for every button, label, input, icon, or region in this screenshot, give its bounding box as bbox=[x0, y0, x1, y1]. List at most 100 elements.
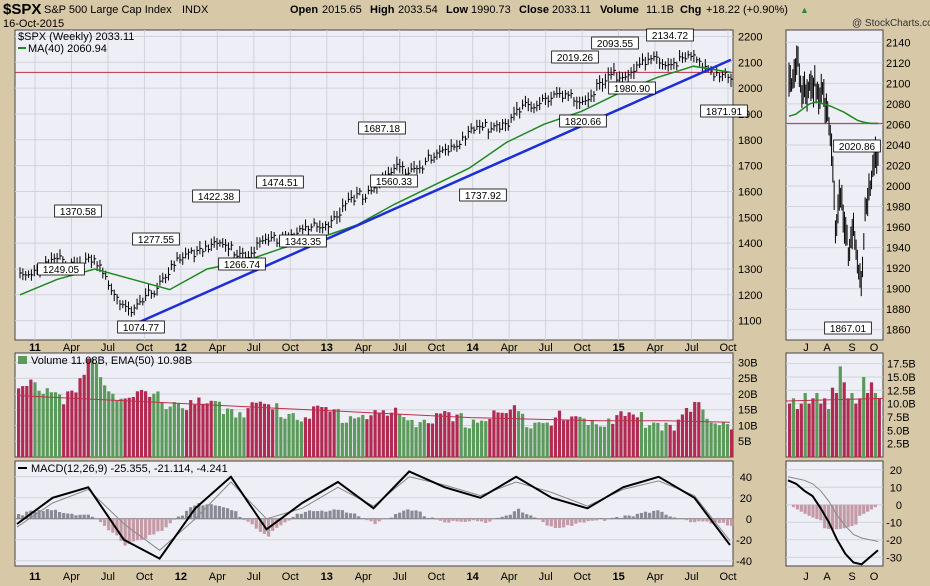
macd-histogram-bar bbox=[361, 518, 365, 519]
price-label: 1277.55 bbox=[138, 235, 175, 246]
macd-histogram-bar bbox=[353, 513, 357, 519]
macd-histogram-bar bbox=[90, 516, 94, 519]
volume-bar bbox=[271, 409, 275, 457]
volume-bar bbox=[709, 422, 713, 457]
volume-bar bbox=[172, 402, 176, 457]
x-tick-label: Oct bbox=[574, 342, 591, 354]
daily-macd-histogram-bar bbox=[811, 504, 815, 518]
volume-bar bbox=[82, 374, 86, 457]
volume-bar bbox=[324, 407, 328, 457]
daily-price-tick-label: 1940 bbox=[886, 243, 910, 255]
macd-histogram-bar bbox=[189, 507, 193, 519]
daily-price-tick-label: 1880 bbox=[886, 304, 910, 316]
macd-histogram-bar bbox=[574, 518, 578, 524]
daily-volume-tick-label: 7.5B bbox=[887, 412, 910, 424]
price-label-box bbox=[370, 174, 418, 188]
volume-tick-label: 10B bbox=[738, 420, 758, 432]
daily-x-tick-label-bottom: A bbox=[823, 571, 831, 583]
macd-histogram-bar bbox=[197, 503, 201, 519]
daily-volume-bar bbox=[795, 409, 799, 457]
daily-price-tick-label: 2120 bbox=[886, 58, 910, 70]
daily-macd-tick-label: -20 bbox=[886, 535, 902, 547]
macd-histogram-bar bbox=[635, 513, 639, 519]
open-value: 2015.65 bbox=[322, 4, 362, 16]
trendline bbox=[130, 58, 732, 327]
macd-histogram-bar bbox=[381, 518, 385, 520]
macd-histogram-bar bbox=[566, 518, 570, 526]
daily-macd-histogram-bar bbox=[795, 504, 799, 510]
volume-bar bbox=[377, 412, 381, 457]
price-tick-label: 2000 bbox=[738, 83, 762, 95]
daily-macd-histogram-bar bbox=[869, 504, 874, 510]
macd-histogram-bar bbox=[119, 518, 123, 541]
price-label: 1737.92 bbox=[465, 191, 502, 202]
volume-bar bbox=[701, 409, 705, 457]
volume-bar bbox=[635, 417, 639, 457]
macd-histogram-bar bbox=[664, 514, 668, 519]
volume-bar bbox=[566, 420, 570, 457]
macd-histogram-bar bbox=[324, 511, 328, 519]
macd-histogram-bar bbox=[144, 518, 148, 539]
volume-bar bbox=[70, 390, 74, 457]
volume-bar bbox=[299, 421, 303, 457]
macd-histogram-bar bbox=[172, 518, 176, 520]
daily-volume-bar bbox=[846, 398, 850, 457]
macd-histogram-bar bbox=[512, 511, 517, 519]
macd-histogram-bar bbox=[406, 509, 410, 519]
macd-histogram-bar bbox=[459, 518, 463, 522]
macd-histogram-bar bbox=[225, 508, 230, 519]
macd-histogram-bar bbox=[516, 508, 521, 519]
price-label-box bbox=[37, 262, 85, 276]
volume-tick-label: 25B bbox=[738, 373, 758, 385]
daily-macd-panel bbox=[785, 460, 884, 567]
daily-volume-bar bbox=[830, 387, 835, 457]
macd-histogram-bar bbox=[463, 518, 467, 522]
volume-bar bbox=[365, 419, 369, 457]
volume-bar bbox=[541, 423, 545, 457]
price-label-box bbox=[559, 114, 607, 128]
volume-bar bbox=[480, 420, 484, 457]
macd-histogram-bar bbox=[607, 518, 611, 520]
volume-bar bbox=[238, 412, 242, 457]
volume-bar bbox=[410, 419, 414, 457]
price-label: 1074.77 bbox=[123, 323, 160, 334]
volume-bar bbox=[254, 402, 258, 457]
x-tick-label: Apr bbox=[355, 342, 372, 354]
volume-bar bbox=[37, 390, 41, 457]
volume-bar bbox=[107, 391, 111, 457]
exchange: INDX bbox=[182, 4, 209, 16]
macd-histogram-bar bbox=[389, 517, 394, 519]
volume-bar bbox=[426, 423, 430, 457]
volume-bar bbox=[713, 423, 717, 457]
macd-histogram-bar bbox=[62, 513, 66, 519]
price-label: 2134.72 bbox=[652, 31, 689, 42]
macd-histogram-bar bbox=[148, 518, 152, 535]
volume-bar bbox=[680, 414, 685, 457]
daily-price-tick-label: 2040 bbox=[886, 140, 910, 152]
macd-histogram-bar bbox=[475, 518, 480, 522]
macd-histogram-bar bbox=[234, 511, 238, 519]
daily-x-tick-label-bottom: J bbox=[803, 571, 809, 583]
price-tick-label: 1700 bbox=[738, 161, 762, 173]
daily-x-tick-label: A bbox=[823, 342, 831, 354]
macd-histogram-bar bbox=[49, 510, 53, 519]
macd-histogram-bar bbox=[291, 516, 295, 519]
x-tick-label-bottom: Apr bbox=[63, 571, 80, 583]
daily-volume-ema-line bbox=[785, 397, 884, 402]
price-tick-label: 1500 bbox=[738, 212, 762, 224]
macd-histogram-bar bbox=[332, 509, 336, 519]
price-label-box bbox=[358, 121, 406, 135]
macd-tick-label: -20 bbox=[736, 535, 752, 547]
macd-histogram-bar bbox=[152, 518, 156, 535]
daily-volume-bar bbox=[858, 398, 862, 457]
volume-bar bbox=[656, 422, 660, 457]
volume-bar bbox=[33, 382, 37, 457]
macd-histogram-bar bbox=[480, 518, 484, 522]
volume-bar bbox=[250, 402, 254, 457]
x-tick-label: Jul bbox=[101, 342, 115, 354]
x-tick-label-bottom: 15 bbox=[612, 571, 624, 583]
price-tick-label: 1600 bbox=[738, 186, 762, 198]
macd-histogram-bar bbox=[545, 518, 549, 526]
daily-macd-histogram-bar bbox=[803, 504, 807, 514]
volume-bar bbox=[127, 397, 131, 457]
